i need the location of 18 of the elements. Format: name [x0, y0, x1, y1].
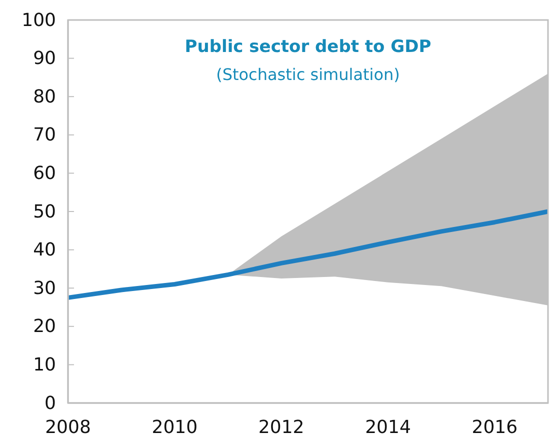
y-tick-label: 0 — [44, 392, 56, 414]
x-tick-label: 2016 — [472, 417, 518, 438]
x-tick-label: 2010 — [152, 417, 198, 438]
y-tick-label: 60 — [33, 162, 56, 184]
x-tick-label: 2008 — [45, 417, 91, 438]
y-tick-label: 40 — [33, 240, 56, 261]
text: Public sector debt to GDP — [184, 37, 432, 57]
y-tick-label: 30 — [33, 278, 56, 299]
y-tick-label: 20 — [33, 316, 56, 338]
y-tick-label: 10 — [33, 354, 56, 376]
y-tick-label: 80 — [33, 86, 56, 108]
x-tick-label: 2014 — [365, 417, 411, 438]
x-tick-label: 2012 — [258, 417, 304, 438]
y-tick-label: 100 — [22, 10, 56, 31]
y-tick-label: 50 — [33, 201, 56, 222]
text: (Stochastic simulation) — [216, 65, 400, 84]
y-tick-label: 70 — [33, 124, 56, 146]
y-tick-label: 90 — [33, 48, 56, 70]
